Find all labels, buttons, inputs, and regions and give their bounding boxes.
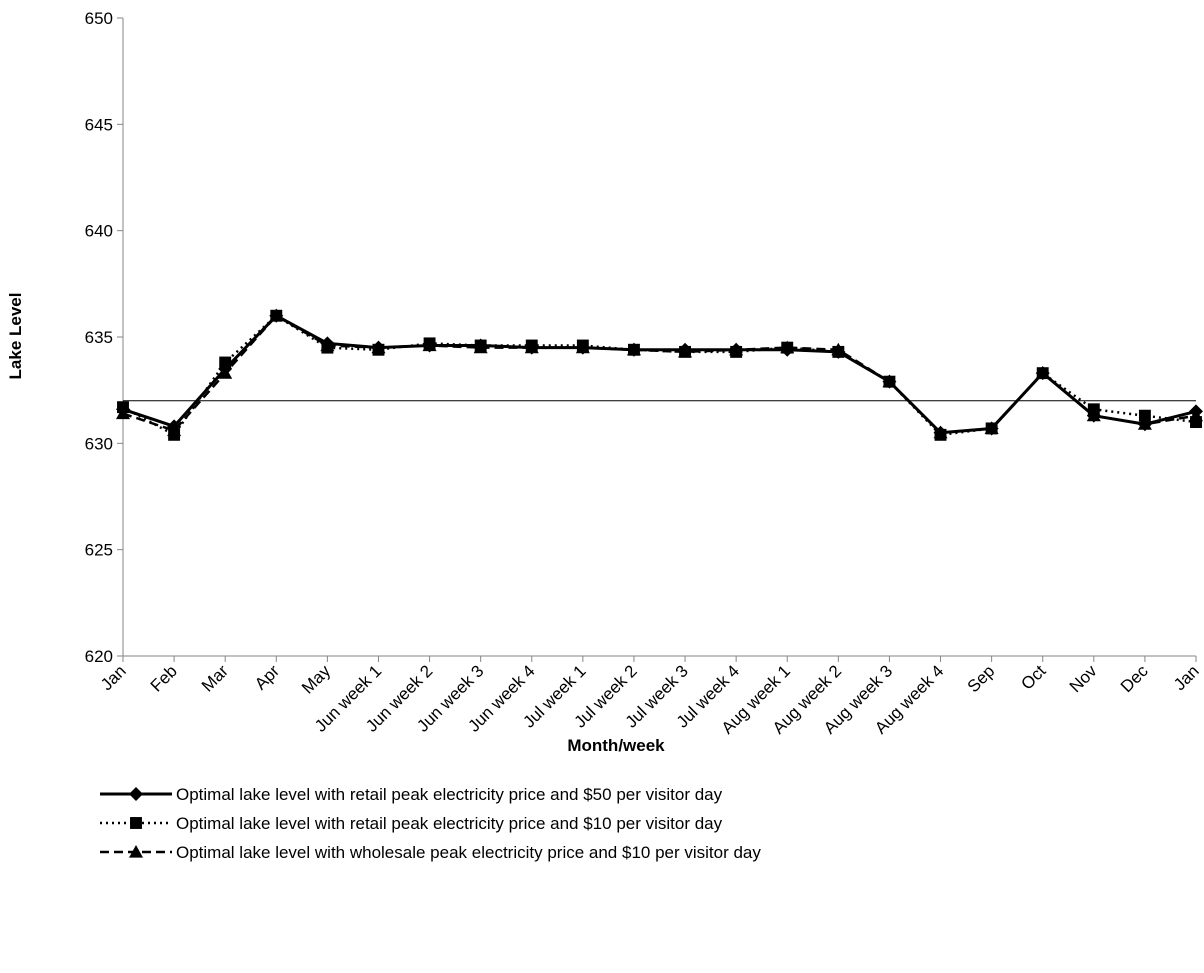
diamond-marker bbox=[129, 787, 143, 801]
x-tick-label: Jan bbox=[97, 661, 130, 694]
diamond-marker bbox=[422, 338, 437, 353]
square-marker bbox=[168, 428, 181, 441]
square-marker bbox=[1138, 409, 1151, 422]
diamond-marker bbox=[167, 419, 182, 434]
x-axis-title: Month/week bbox=[567, 736, 665, 755]
series-line bbox=[122, 314, 1197, 435]
x-tick-label: Mar bbox=[198, 661, 232, 695]
diamond-marker bbox=[1035, 366, 1050, 381]
x-tick-label: May bbox=[298, 661, 334, 697]
diamond-marker bbox=[1137, 417, 1152, 432]
diamond-marker bbox=[320, 336, 335, 351]
x-tick-label: Oct bbox=[1017, 661, 1049, 693]
y-tick-label: 645 bbox=[85, 115, 113, 134]
series-line bbox=[122, 314, 1197, 437]
diamond-marker bbox=[371, 340, 386, 355]
square-marker bbox=[130, 817, 142, 829]
x-tick-label: Dec bbox=[1117, 661, 1152, 696]
diamond-marker bbox=[729, 342, 744, 357]
diamond-marker bbox=[575, 340, 590, 355]
diamond-marker bbox=[1189, 404, 1203, 419]
series-line bbox=[122, 314, 1197, 434]
y-tick-label: 625 bbox=[85, 541, 113, 560]
y-tick-label: 650 bbox=[85, 9, 113, 28]
legend-label: Optimal lake level with wholesale peak e… bbox=[176, 843, 761, 862]
triangle-marker bbox=[129, 845, 143, 858]
y-tick-label: 620 bbox=[85, 647, 113, 666]
plot-area bbox=[116, 308, 1203, 441]
diamond-marker bbox=[218, 361, 233, 376]
y-tick-label: 635 bbox=[85, 328, 113, 347]
y-tick-label: 630 bbox=[85, 434, 113, 453]
x-tick-label: Nov bbox=[1066, 661, 1101, 696]
diamond-marker bbox=[933, 425, 948, 440]
diamond-marker bbox=[524, 340, 539, 355]
diamond-marker bbox=[1086, 408, 1101, 423]
square-marker bbox=[1190, 416, 1202, 429]
legend: Optimal lake level with retail peak elec… bbox=[100, 785, 761, 862]
diamond-marker bbox=[984, 421, 999, 436]
diamond-marker bbox=[116, 402, 130, 417]
diamond-marker bbox=[678, 342, 693, 357]
legend-item: Optimal lake level with retail peak elec… bbox=[100, 785, 723, 804]
x-tick-label: Apr bbox=[251, 661, 283, 693]
diamond-marker bbox=[882, 374, 897, 389]
x-tick-label: Sep bbox=[964, 661, 999, 696]
x-tick-label: Jan bbox=[1170, 661, 1203, 694]
legend-label: Optimal lake level with retail peak elec… bbox=[176, 814, 723, 833]
series-1 bbox=[116, 308, 1203, 440]
legend-item: Optimal lake level with wholesale peak e… bbox=[100, 843, 761, 862]
legend-item: Optimal lake level with retail peak elec… bbox=[100, 814, 723, 833]
diamond-marker bbox=[626, 342, 641, 357]
diamond-marker bbox=[269, 308, 284, 323]
y-tick-label: 640 bbox=[85, 222, 113, 241]
diamond-marker bbox=[473, 338, 488, 353]
x-tick-label: Feb bbox=[147, 661, 181, 695]
y-axis-title: Lake Level bbox=[6, 293, 25, 380]
diamond-marker bbox=[780, 342, 795, 357]
legend-label: Optimal lake level with retail peak elec… bbox=[176, 785, 723, 804]
diamond-marker bbox=[831, 344, 846, 359]
